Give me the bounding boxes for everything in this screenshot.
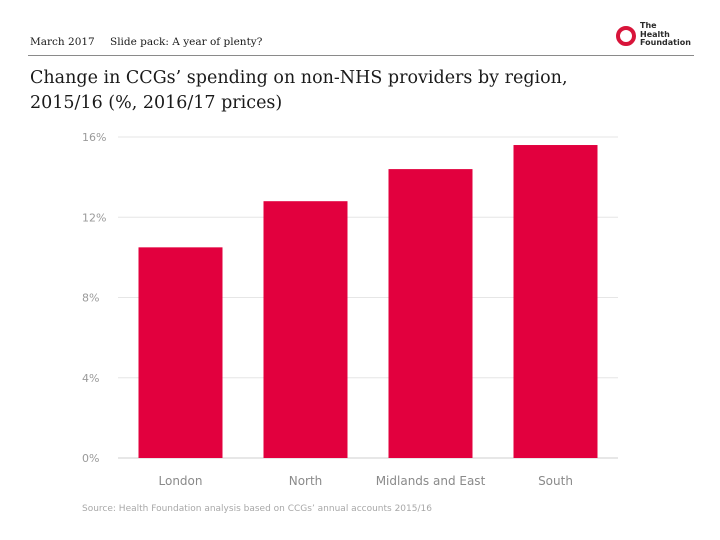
x-tick-label: Midlands and East xyxy=(376,474,486,488)
bar xyxy=(513,145,598,458)
logo-line-3: Foundation xyxy=(640,38,691,47)
logo-line-2: Health xyxy=(640,29,670,39)
y-tick-label: 16% xyxy=(82,131,106,144)
chart-title: Change in CCGs’ spending on non-NHS prov… xyxy=(30,68,568,113)
health-foundation-logo: The Health Foundation xyxy=(616,21,696,52)
header-date: March 2017 xyxy=(30,36,95,48)
header-deck: Slide pack: A year of plenty? xyxy=(110,36,263,48)
bar xyxy=(388,169,473,458)
header-divider xyxy=(28,55,694,56)
x-tick-label: North xyxy=(289,474,323,488)
y-tick-label: 12% xyxy=(82,211,106,224)
logo-text: The Health Foundation xyxy=(640,21,691,48)
x-tick-label: London xyxy=(159,474,203,488)
y-tick-label: 4% xyxy=(82,372,99,385)
y-tick-label: 8% xyxy=(82,292,99,305)
source-note: Source: Health Foundation analysis based… xyxy=(82,504,432,514)
x-tick-label: South xyxy=(538,474,573,488)
bar xyxy=(138,247,223,458)
logo-line-1: The xyxy=(640,21,657,30)
y-tick-label: 0% xyxy=(82,452,99,465)
bar xyxy=(263,201,348,458)
logo-ring-icon xyxy=(616,26,636,46)
